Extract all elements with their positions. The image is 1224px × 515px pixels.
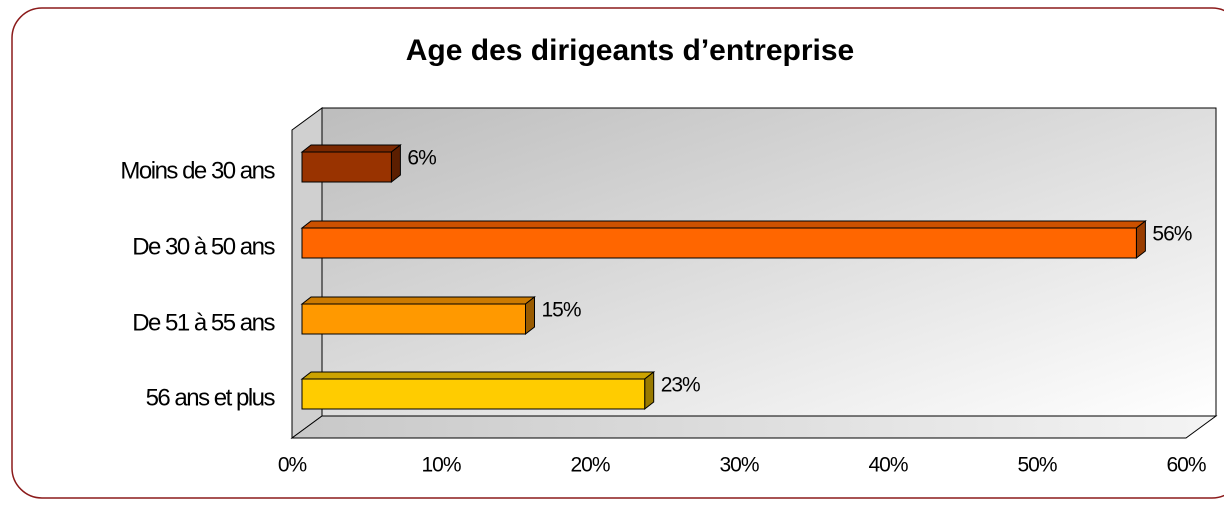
bar-top <box>300 296 536 305</box>
floor <box>290 415 1218 439</box>
chart-title: Age des dirigeants d’entreprise <box>406 34 854 67</box>
bar-side <box>390 143 401 184</box>
bar <box>301 151 392 183</box>
x-tick-label: 20% <box>570 454 609 477</box>
bar-top <box>300 371 656 380</box>
x-tick-label: 60% <box>1166 454 1205 477</box>
value-label: 56% <box>1152 223 1191 246</box>
y-tick-label: Moins de 30 ans <box>120 157 275 184</box>
bar-top <box>300 220 1147 229</box>
x-tick-label: 40% <box>868 454 907 477</box>
value-label: 6% <box>407 147 436 170</box>
x-tick-label: 10% <box>421 454 460 477</box>
value-label: 15% <box>542 299 581 322</box>
value-label: 23% <box>661 374 700 397</box>
bar-side <box>525 295 535 336</box>
y-tick-label: De 51 à 55 ans <box>132 309 275 336</box>
back-wall <box>321 107 1217 417</box>
bar-top <box>300 144 402 153</box>
bar <box>301 378 646 410</box>
bar <box>301 227 1137 259</box>
x-tick-label: 30% <box>719 454 758 477</box>
bar-side <box>644 370 655 411</box>
y-tick-label: 56 ans et plus <box>146 384 276 411</box>
x-tick-label: 0% <box>278 454 307 477</box>
y-tick-label: De 30 à 50 ans <box>132 233 275 260</box>
bar-side <box>1135 219 1146 260</box>
x-tick-label: 50% <box>1017 454 1056 477</box>
bar <box>301 303 526 335</box>
